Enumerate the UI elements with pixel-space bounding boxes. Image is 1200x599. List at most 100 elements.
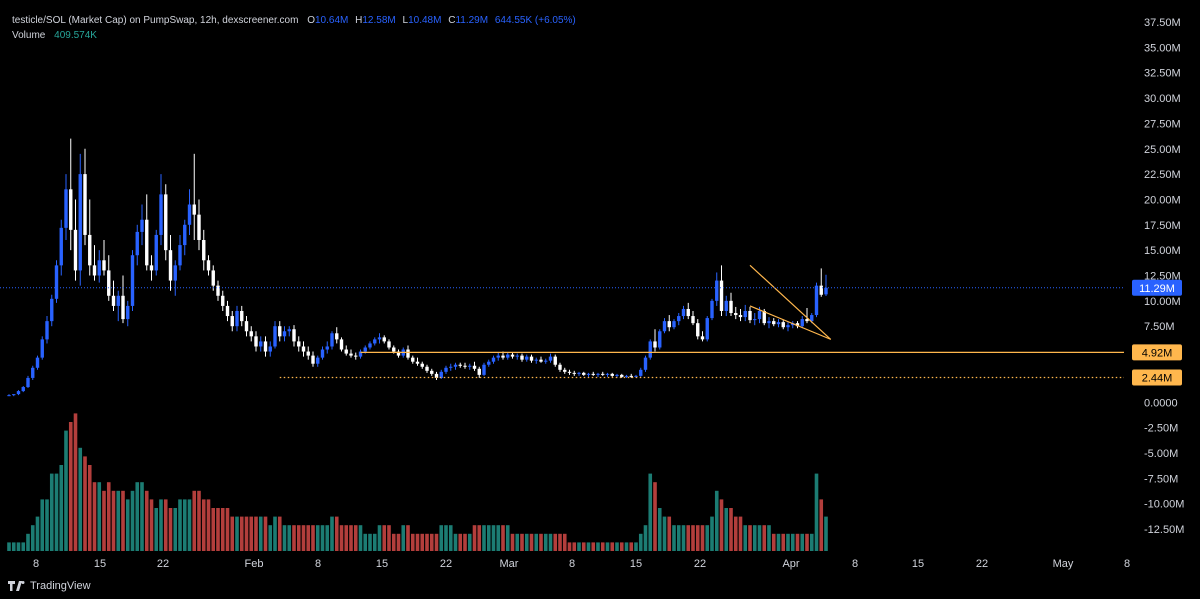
candle [173, 260, 177, 296]
candle [662, 318, 667, 334]
candle [548, 353, 553, 363]
candle [672, 319, 676, 330]
volume-bar [638, 533, 643, 551]
volume-bar [501, 525, 505, 551]
y-tick-label: 25.00M [1144, 144, 1181, 156]
volume-bar [558, 533, 562, 551]
volume-bar [534, 533, 539, 551]
candle [705, 316, 709, 342]
volume-bar [786, 533, 790, 551]
candle [515, 353, 519, 360]
drawings [279, 264, 1124, 379]
volume-bar [425, 533, 429, 551]
volume-bar [315, 525, 320, 551]
volume-bar [230, 516, 235, 551]
volume-bar [624, 542, 629, 551]
volume-bar [26, 533, 30, 551]
volume-bar [254, 516, 258, 551]
candle [316, 355, 320, 367]
candle [529, 354, 534, 363]
candle [121, 275, 125, 324]
candle [263, 336, 268, 357]
legend-row-volume: Volume 409.574K [12, 28, 576, 43]
volume-bar [372, 533, 377, 551]
volume-bar [809, 533, 814, 551]
volume-bar [619, 542, 624, 551]
volume-bar [705, 525, 710, 551]
volume-bar [406, 525, 410, 551]
y-tick-label: 32.50M [1144, 68, 1181, 80]
volume-bar [216, 508, 220, 551]
volume-bar [349, 525, 353, 551]
price-label-badge: 11.29M [1132, 279, 1182, 296]
volume-bar [524, 533, 529, 551]
volume-bar [453, 533, 458, 551]
volume-bar [662, 516, 667, 551]
candle [506, 352, 510, 360]
y-tick-label: 0.0000 [1144, 397, 1178, 409]
candle [102, 240, 106, 276]
candle [767, 317, 771, 329]
volume-bar [377, 525, 382, 551]
symbol-title: testicle/SOL (Market Cap) on PumpSwap, 1… [12, 15, 299, 26]
wedge-upper-line[interactable] [749, 264, 832, 340]
volume-bar [714, 490, 719, 551]
wedge-lower-line[interactable] [749, 305, 831, 340]
candle [781, 320, 785, 330]
candle [26, 375, 30, 389]
candle [463, 362, 467, 369]
volume-bar [486, 525, 491, 551]
volume-bar [249, 516, 254, 551]
volume-bar [805, 533, 809, 551]
candle [368, 341, 372, 350]
volume-bar [277, 516, 282, 551]
legend-low: L10.48M [402, 15, 442, 26]
volume-bar [225, 508, 230, 551]
candle [544, 358, 548, 364]
candle [92, 245, 97, 281]
candle [430, 368, 434, 376]
candle [415, 357, 420, 366]
legend-change: 644.55K (+6.05%) [494, 15, 576, 26]
candle [377, 333, 382, 344]
candle [487, 359, 491, 367]
candle [297, 336, 301, 352]
candle [434, 371, 439, 380]
candle [97, 250, 101, 283]
candle [268, 341, 272, 357]
volume-bar [743, 525, 748, 551]
candle [425, 364, 429, 373]
volume-bar [244, 516, 249, 551]
volume-bar [795, 533, 800, 551]
volume-bar [824, 516, 828, 551]
volume-bar [178, 499, 182, 551]
x-tick-label: Feb [245, 558, 264, 570]
volume-bar [600, 542, 605, 551]
x-axis[interactable]: 8 15 22 Feb 8 15 22 Mar 8 15 22 Apr 8 15 22 May 8 [33, 558, 1130, 570]
candle [719, 265, 724, 317]
candle [339, 337, 344, 352]
candle [54, 260, 59, 303]
volume-bar [691, 525, 695, 551]
volume-bar [458, 533, 463, 551]
volume-bar [220, 508, 225, 551]
x-tick-label: Apr [782, 558, 799, 570]
volume-bar [235, 516, 239, 551]
candle [69, 138, 73, 251]
volume-bar [263, 516, 268, 551]
volume-bar [149, 499, 154, 551]
candle [700, 331, 705, 342]
candle [197, 199, 201, 251]
volume-bar [168, 508, 173, 551]
candle [738, 308, 743, 322]
candle [159, 174, 163, 246]
volume-bar [396, 533, 401, 551]
candle [468, 363, 472, 370]
volume-bar [686, 525, 691, 551]
volume-bar [363, 533, 368, 551]
volume-bar [496, 525, 501, 551]
volume-bar [353, 525, 358, 551]
tradingview-logo[interactable]: TradingView [8, 580, 91, 592]
candle [88, 199, 92, 276]
